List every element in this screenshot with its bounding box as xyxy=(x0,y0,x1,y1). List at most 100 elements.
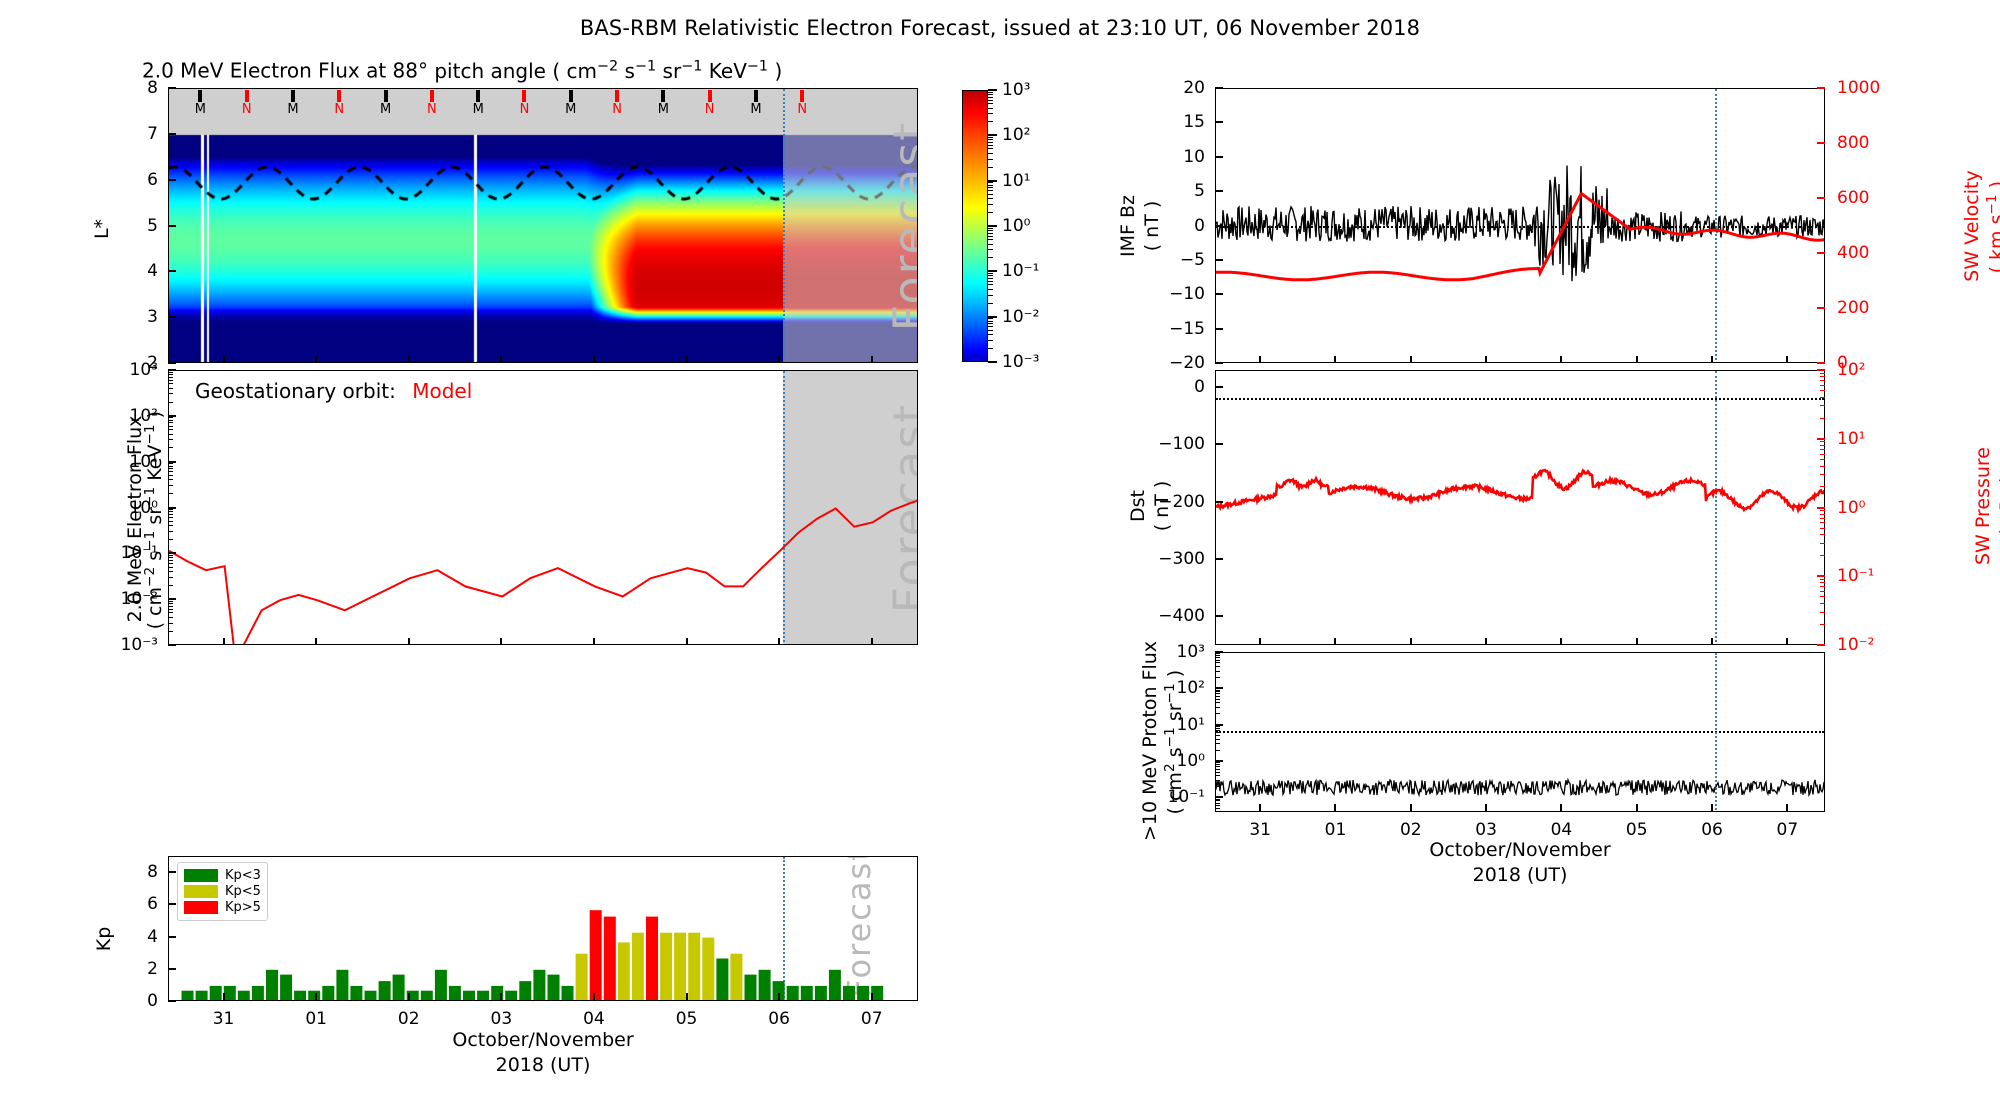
axis-tick xyxy=(168,1000,176,1002)
axis-tick xyxy=(1786,356,1789,363)
axis-tick xyxy=(168,622,173,624)
geostationary-flux-panel[interactable]: Forecast Geostationary orbit: Model xyxy=(168,370,918,645)
proton-series-svg xyxy=(1216,777,1824,798)
forecast-boundary-p4 xyxy=(1715,89,1717,362)
kp-legend-label-gt5: Kp>5 xyxy=(225,900,261,915)
axis-tick xyxy=(168,967,176,970)
flux-map-title-rest: pitch angle ( cm−2 s−1 sr−1 KeV−1 ) xyxy=(428,58,783,83)
kp-panel[interactable]: Forecast Kp<3 Kp<5 Kp>5 xyxy=(168,856,918,1001)
forecast-boundary-p1 xyxy=(783,89,785,362)
flux-map-ytick: 5 xyxy=(147,215,158,236)
axis-tick xyxy=(168,178,176,181)
kp-bar xyxy=(209,985,222,1000)
dst-zero-line xyxy=(1216,398,1824,400)
kp-bar xyxy=(547,974,560,1000)
axis-tick xyxy=(988,107,993,109)
kp-legend: Kp<3 Kp<5 Kp>5 xyxy=(177,862,268,921)
axis-tick xyxy=(988,318,993,320)
kp-bar xyxy=(448,985,461,1000)
axis-tick xyxy=(1215,653,1220,655)
axis-tick xyxy=(315,356,318,363)
axis-tick xyxy=(988,193,993,195)
left-xtick-label: 07 xyxy=(860,1009,883,1029)
flux-map-ytick: 2 xyxy=(147,353,158,373)
axis-tick xyxy=(1215,762,1220,764)
axis-tick xyxy=(1215,766,1220,768)
axis-tick xyxy=(407,993,410,1001)
axis-tick xyxy=(1215,786,1220,787)
flux-map-title-main: 2.0 MeV Electron Flux at 88 xyxy=(142,58,418,83)
sw-velocity-line xyxy=(1216,192,1824,282)
proton-ylabel-line2: ( cm2 s−1 sr−1 ) xyxy=(1161,669,1187,815)
axis-tick xyxy=(168,465,173,467)
axis-tick xyxy=(1215,807,1220,809)
axis-tick xyxy=(988,139,993,141)
axis-tick xyxy=(429,90,434,102)
axis-tick xyxy=(1560,804,1563,812)
axis-tick xyxy=(1820,380,1825,382)
imf-ylabel-line1: IMF Bz xyxy=(1117,195,1139,257)
axis-tick xyxy=(1334,638,1337,645)
axis-tick xyxy=(988,148,993,150)
axis-tick xyxy=(988,239,993,241)
axis-tick xyxy=(1215,768,1220,770)
kp-bar xyxy=(702,937,715,1000)
kp-bar xyxy=(744,974,757,1000)
axis-tick xyxy=(168,554,173,556)
kp-legend-row: Kp>5 xyxy=(184,900,261,915)
proton-ytick: 10¹ xyxy=(1176,714,1205,735)
axis-tick xyxy=(1215,691,1220,693)
right-xaxis-title-line2: 2018 (UT) xyxy=(1472,864,1568,886)
forecast-boundary-p2 xyxy=(783,371,785,644)
kp-bar xyxy=(871,985,884,1000)
axis-tick xyxy=(168,511,173,513)
axis-tick xyxy=(988,243,993,245)
axis-tick xyxy=(1215,687,1223,690)
imf-ytick: 20 xyxy=(1183,78,1205,98)
axis-tick xyxy=(1820,586,1825,588)
proton-flux-panel[interactable] xyxy=(1215,652,1825,812)
sw-velocity-ytick: 200 xyxy=(1837,298,1870,318)
axis-tick xyxy=(1215,698,1220,700)
axis-tick xyxy=(168,270,176,273)
axis-tick xyxy=(1817,437,1825,440)
flux-map-marker-label: N xyxy=(519,102,530,117)
axis-tick xyxy=(168,414,176,417)
axis-tick xyxy=(1635,804,1638,812)
axis-tick xyxy=(1711,356,1714,363)
axis-tick xyxy=(1711,804,1714,812)
kp-bar xyxy=(251,985,264,1000)
dst-sw-pressure-panel[interactable] xyxy=(1215,370,1825,645)
axis-tick xyxy=(500,993,503,1001)
axis-tick xyxy=(1820,582,1825,584)
axis-tick xyxy=(168,393,173,395)
axis-tick xyxy=(1817,307,1825,309)
axis-tick xyxy=(988,302,993,304)
axis-tick xyxy=(1820,474,1825,476)
proton-threshold-line xyxy=(1216,731,1824,733)
flux-lstar-spectrogram-panel[interactable]: Forecast xyxy=(168,88,918,363)
axis-tick xyxy=(1215,798,1220,800)
axis-tick xyxy=(988,89,997,91)
imf-bz-sw-velocity-panel[interactable] xyxy=(1215,88,1825,363)
kp-bar xyxy=(603,916,616,1000)
right-xaxis-title: October/November 2018 (UT) xyxy=(1215,838,1825,888)
axis-tick xyxy=(1215,155,1223,158)
axis-tick xyxy=(1820,441,1825,443)
axis-tick xyxy=(168,425,173,427)
axis-tick xyxy=(1820,596,1825,598)
axis-tick xyxy=(168,493,173,495)
kp-legend-label-lt3: Kp<3 xyxy=(225,868,261,883)
axis-tick xyxy=(1820,396,1825,398)
axis-tick xyxy=(707,90,712,102)
kp-legend-swatch-gt5 xyxy=(184,901,218,914)
kp-legend-swatch-lt3 xyxy=(184,869,218,882)
axis-tick xyxy=(778,638,781,645)
imf-series-svg xyxy=(1216,165,1824,282)
axis-tick xyxy=(988,152,993,154)
axis-tick xyxy=(568,90,573,102)
sw-velocity-ytick: 600 xyxy=(1837,188,1870,208)
axis-tick xyxy=(168,630,173,632)
imf-ytick: −5 xyxy=(1179,249,1205,270)
